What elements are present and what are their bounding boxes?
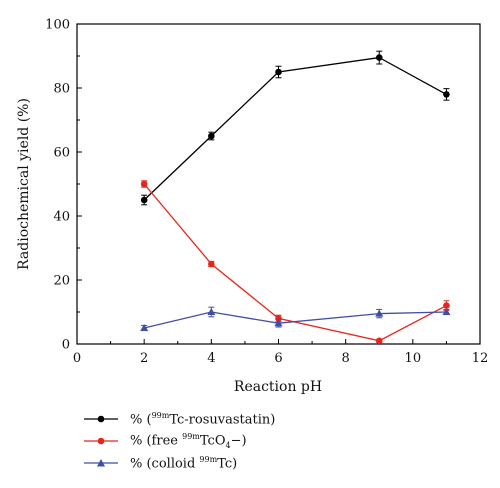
data-point: [140, 180, 148, 188]
data-point: [207, 308, 216, 315]
data-point: [140, 196, 148, 204]
data-point: [442, 308, 451, 315]
x-tick-label: 6: [274, 351, 282, 366]
y-tick-label: 0: [62, 338, 70, 353]
legend-item-rosuvastatin: % (99mTc-rosuvastatin): [84, 408, 275, 430]
legend-swatch-colloid: [84, 459, 118, 467]
y-tick-label: 100: [45, 18, 70, 33]
legend-item-free-pertechnetate: % (free 99mTcO4−): [84, 430, 275, 452]
y-tick-label: 20: [53, 274, 70, 289]
y-axis-label: Radiochemical yield (%): [16, 98, 32, 270]
data-point: [275, 68, 282, 76]
x-tick-label: 0: [73, 351, 81, 366]
chart: 0 2 4 6 8 10 12 0 20 40 60 80 100 Reaction pH Radioc…: [16, 18, 488, 396]
x-tick-label: 10: [405, 351, 422, 366]
legend-item-colloid: % (colloid 99mTc): [84, 452, 275, 474]
y-tick-label: 40: [53, 210, 70, 225]
data-point: [274, 319, 283, 327]
data-point: [275, 315, 282, 322]
data-point: [375, 337, 383, 345]
data-point: [208, 132, 215, 140]
x-tick-label: 8: [342, 351, 350, 366]
series-line-0: [143, 56, 447, 201]
data-point: [443, 91, 450, 98]
data-point: [375, 54, 383, 61]
x-tick-label: 12: [472, 351, 489, 366]
data-point: [140, 324, 149, 331]
plot-area: 0 2 4 6 8 10 12 0 20 40 60 80 100: [45, 18, 488, 367]
data-point: [443, 302, 450, 309]
legend-swatch-rosuvastatin: [84, 415, 118, 423]
data-point: [375, 309, 384, 317]
legend-label-free-pertechnetate: % (free 99mTcO4−): [130, 432, 247, 450]
x-axis-label: Reaction pH: [234, 379, 322, 395]
series-line-2: [144, 311, 447, 329]
x-tick-label: 4: [207, 351, 215, 366]
legend: % (99mTc-rosuvastatin) % (free 99mTcO4−)…: [84, 408, 275, 474]
y-tick-label: 60: [53, 146, 70, 161]
data-point: [208, 260, 215, 268]
legend-label-colloid: % (colloid 99mTc): [130, 454, 238, 472]
legend-swatch-free-pertechnetate: [84, 437, 118, 445]
x-tick-label: 2: [140, 351, 148, 366]
y-tick-label: 80: [53, 82, 70, 97]
legend-label-rosuvastatin: % (99mTc-rosuvastatin): [130, 410, 276, 428]
